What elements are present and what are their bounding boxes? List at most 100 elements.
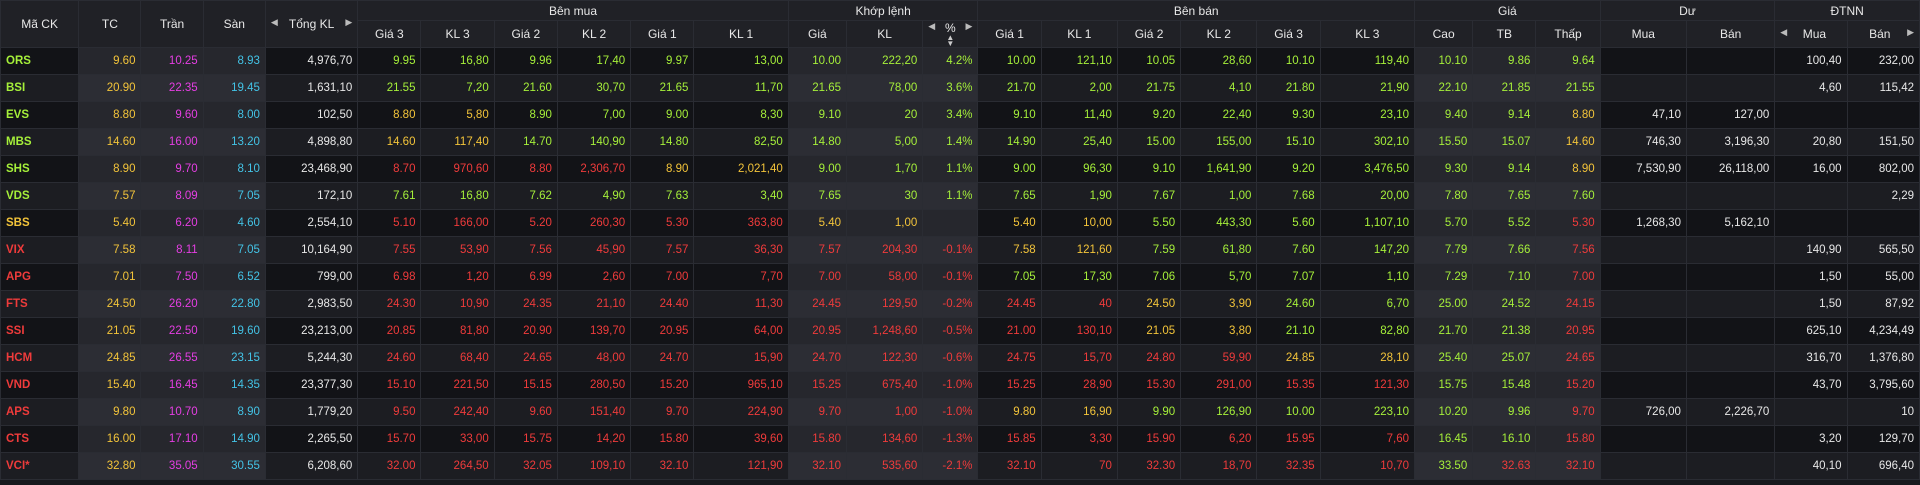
- header-match-price[interactable]: Giá: [787, 20, 848, 48]
- table-row[interactable]: HCM 24.85 26.55 23.15 5,244,30 24.60 68,40 24.6…: [0, 344, 1920, 372]
- header-ask-price2[interactable]: Giá 2: [1116, 20, 1182, 48]
- bid-vol3-cell: 221,50: [420, 371, 495, 399]
- avg-price-cell: 32.63: [1472, 452, 1537, 480]
- symbol-cell[interactable]: HCM: [0, 344, 80, 372]
- toggle-right-icon[interactable]: ▶: [965, 21, 973, 32]
- table-row[interactable]: CTS 16.00 17.10 14.90 2,265,50 15.70 33,00 15.7…: [0, 425, 1920, 453]
- header-match-vol[interactable]: KL: [845, 20, 924, 48]
- table-row[interactable]: VDS 7.57 8.09 7.05 172,10 7.61 16,80 7.62 4,90 7.…: [0, 182, 1920, 210]
- bid-price1-cell: 24.70: [630, 344, 695, 372]
- table-row[interactable]: SBS 5.40 6.20 4.60 2,554,10 5.10 166,00 5.20 260…: [0, 209, 1920, 237]
- header-ceil[interactable]: Trần: [140, 0, 204, 48]
- floor-price-cell: 13.20: [202, 128, 266, 156]
- bid-vol2-cell: 140,90: [556, 128, 632, 156]
- table-row[interactable]: ORS 9.60 10.25 8.93 4,976,70 9.95 16,80 9.96 17,…: [0, 47, 1920, 75]
- match-price-cell: 32.10: [787, 452, 848, 480]
- symbol-cell[interactable]: SSI: [0, 317, 80, 345]
- table-row[interactable]: VND 15.40 16.45 14.35 23,377,30 15.10 221,50 15…: [0, 371, 1920, 399]
- header-foreign-buy[interactable]: ◀ Mua: [1774, 20, 1848, 48]
- table-row[interactable]: BSI 20.90 22.35 19.45 1,631,10 21.55 7,20 21.60…: [0, 74, 1920, 102]
- table-row[interactable]: FTS 24.50 26.20 22.80 2,983,50 24.30 10,90 24.3…: [0, 290, 1920, 318]
- high-price-cell: 15.50: [1414, 128, 1474, 156]
- match-pct-cell: -0.1%: [922, 263, 979, 291]
- header-ask-vol1[interactable]: KL 1: [1040, 20, 1118, 48]
- table-row[interactable]: MBS 14.60 16.00 13.20 4,898,80 14.60 117,40 14.…: [0, 128, 1920, 156]
- remain-buy-cell: [1599, 425, 1687, 453]
- bid-vol2-cell: 260,30: [556, 209, 632, 237]
- bid-price3-cell: 7.55: [357, 236, 422, 264]
- table-row[interactable]: APS 9.80 10.70 8.90 1,779,20 9.50 242,40 9.60 15…: [0, 398, 1920, 426]
- ask-price2-cell: 7.06: [1116, 263, 1182, 291]
- header-ask-price1[interactable]: Giá 1: [977, 20, 1042, 48]
- header-bid-price2[interactable]: Giá 2: [493, 20, 558, 48]
- symbol-cell[interactable]: MBS: [0, 128, 80, 156]
- header-foreign-sell[interactable]: Bán ▶: [1846, 20, 1920, 48]
- table-row[interactable]: VCI* 32.80 35.05 30.55 6,208,60 32.00 264,50 32…: [0, 452, 1920, 480]
- symbol-cell[interactable]: SBS: [0, 209, 80, 237]
- symbol-cell[interactable]: SHS: [0, 155, 80, 183]
- scroll-right-icon[interactable]: ▶: [345, 17, 353, 27]
- header-remain-sell[interactable]: Bán: [1685, 20, 1776, 48]
- bid-price3-cell: 5.10: [357, 209, 422, 237]
- header-symbol[interactable]: Mã CK: [0, 0, 80, 48]
- foreign-left-icon[interactable]: ◀: [1780, 27, 1788, 37]
- symbol-cell[interactable]: VCI*: [0, 452, 80, 480]
- symbol-cell[interactable]: VDS: [0, 182, 80, 210]
- match-price-cell: 20.95: [787, 317, 848, 345]
- match-pct-cell: [922, 209, 979, 237]
- remain-buy-cell: [1599, 344, 1687, 372]
- header-total-vol[interactable]: ◀ Tổng KL ▶: [264, 0, 359, 48]
- symbol-cell[interactable]: FTS: [0, 290, 80, 318]
- ask-price1-cell: 15.25: [977, 371, 1042, 399]
- ask-price2-cell: 24.50: [1116, 290, 1182, 318]
- bid-vol2-cell: 151,40: [556, 398, 632, 426]
- header-ask-vol3[interactable]: KL 3: [1319, 20, 1416, 48]
- scroll-left-icon[interactable]: ◀: [270, 17, 278, 27]
- match-vol-cell: 222,20: [845, 47, 924, 75]
- header-low[interactable]: Thấp: [1535, 20, 1601, 48]
- symbol-cell[interactable]: VIX: [0, 236, 80, 264]
- bid-vol2-cell: 17,40: [556, 47, 632, 75]
- sort-icon[interactable]: ▲ ▼: [946, 33, 955, 48]
- symbol-cell[interactable]: EVS: [0, 101, 80, 129]
- header-ask-vol2[interactable]: KL 2: [1180, 20, 1258, 48]
- symbol-cell[interactable]: CTS: [0, 425, 80, 453]
- symbol-cell[interactable]: BSI: [0, 74, 80, 102]
- symbol-cell[interactable]: VND: [0, 371, 80, 399]
- header-bid-price3[interactable]: Giá 3: [357, 20, 422, 48]
- bid-vol3-cell: 970,60: [420, 155, 495, 183]
- foreign-sell-cell: 151,50: [1846, 128, 1920, 156]
- header-bid-vol3[interactable]: KL 3: [420, 20, 495, 48]
- header-ref[interactable]: TC: [78, 0, 142, 48]
- header-high[interactable]: Cao: [1414, 20, 1474, 48]
- bid-vol1-cell: 121,90: [693, 452, 789, 480]
- header-floor[interactable]: Sàn: [202, 0, 266, 48]
- symbol-cell[interactable]: ORS: [0, 47, 80, 75]
- match-price-cell: 15.80: [787, 425, 848, 453]
- header-remain-buy[interactable]: Mua: [1599, 20, 1687, 48]
- header-avg[interactable]: TB: [1472, 20, 1537, 48]
- header-match-pct[interactable]: ◀ % ▶ ▲ ▼: [922, 20, 979, 48]
- table-row[interactable]: SSI 21.05 22.50 19.60 23,213,00 20.85 81,80 20.…: [0, 317, 1920, 345]
- symbol-cell[interactable]: APG: [0, 263, 80, 291]
- table-row[interactable]: EVS 8.80 9.60 8.00 102,50 8.80 5,80 8.90 7,00 9.0…: [0, 101, 1920, 129]
- symbol-cell[interactable]: APS: [0, 398, 80, 426]
- table-row[interactable]: VIX 7.58 8.11 7.05 10,164,90 7.55 53,90 7.56 45,…: [0, 236, 1920, 264]
- table-row[interactable]: SHS 8.90 9.70 8.10 23,468,90 8.70 970,60 8.80 2,…: [0, 155, 1920, 183]
- remain-sell-cell: [1685, 236, 1776, 264]
- bid-vol3-cell: 33,00: [420, 425, 495, 453]
- header-bid-vol1[interactable]: KL 1: [693, 20, 789, 48]
- floor-price-cell: 7.05: [202, 236, 266, 264]
- header-ask-price3[interactable]: Giá 3: [1256, 20, 1321, 48]
- floor-price-cell: 4.60: [202, 209, 266, 237]
- ask-vol2-cell: 18,70: [1180, 452, 1258, 480]
- table-row[interactable]: APG 7.01 7.50 6.52 799,00 6.98 1,20 6.99 2,60 7.0…: [0, 263, 1920, 291]
- total-vol-cell: 1,779,20: [264, 398, 359, 426]
- total-vol-cell: 2,265,50: [264, 425, 359, 453]
- ask-price3-cell: 24.60: [1256, 290, 1321, 318]
- header-bid-price1[interactable]: Giá 1: [630, 20, 695, 48]
- foreign-right-icon[interactable]: ▶: [1907, 27, 1914, 37]
- header-bid-vol2[interactable]: KL 2: [556, 20, 632, 48]
- bid-vol2-cell: 48,00: [556, 344, 632, 372]
- toggle-left-icon[interactable]: ◀: [928, 21, 936, 32]
